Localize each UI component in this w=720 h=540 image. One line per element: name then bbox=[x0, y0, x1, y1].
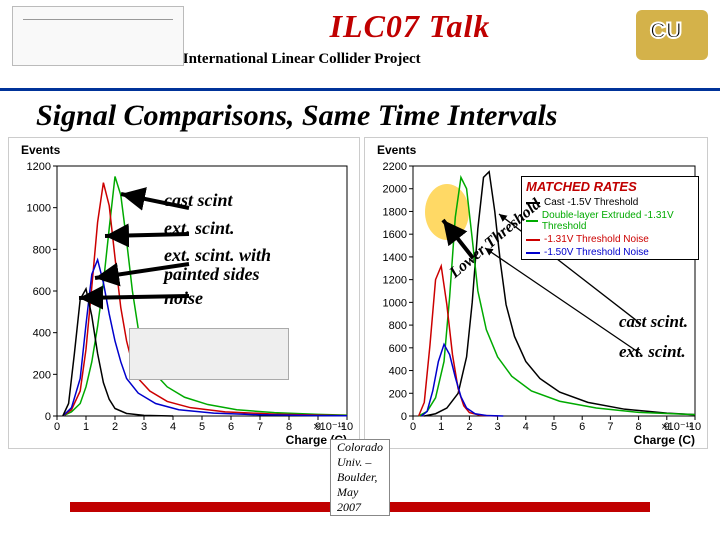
svg-text:×10⁻¹²: ×10⁻¹² bbox=[661, 421, 693, 433]
svg-text:1000: 1000 bbox=[383, 297, 407, 309]
svg-text:4: 4 bbox=[170, 421, 176, 433]
svg-text:1: 1 bbox=[83, 421, 89, 433]
svg-text:5: 5 bbox=[551, 421, 557, 433]
svg-text:1600: 1600 bbox=[383, 229, 407, 241]
left-chart-svg: 020040060080010001200012345678910EventsC… bbox=[9, 138, 359, 448]
legend-item: -1.50V Threshold Noise bbox=[522, 246, 698, 259]
legend-item: Cast -1.5V Threshold bbox=[522, 196, 698, 209]
svg-text:3: 3 bbox=[141, 421, 147, 433]
svg-text:0: 0 bbox=[45, 411, 51, 423]
svg-text:1200: 1200 bbox=[383, 275, 407, 287]
svg-text:2000: 2000 bbox=[383, 184, 407, 196]
svg-text:Charge (C): Charge (C) bbox=[634, 433, 695, 447]
svg-text:1: 1 bbox=[438, 421, 444, 433]
svg-text:800: 800 bbox=[389, 320, 407, 332]
svg-text:2200: 2200 bbox=[383, 161, 407, 173]
svg-text:Events: Events bbox=[377, 143, 417, 157]
svg-text:×10⁻¹²: ×10⁻¹² bbox=[313, 421, 345, 433]
cu-logo bbox=[636, 10, 708, 60]
legend-item: Double-layer Extruded -1.31V Threshold bbox=[522, 209, 698, 233]
svg-text:6: 6 bbox=[228, 421, 234, 433]
legend: MATCHED RATES Cast -1.5V ThresholdDouble… bbox=[521, 176, 699, 260]
svg-text:1200: 1200 bbox=[27, 161, 51, 173]
svg-text:8: 8 bbox=[286, 421, 292, 433]
svg-text:1800: 1800 bbox=[383, 206, 407, 218]
svg-text:1400: 1400 bbox=[383, 252, 407, 264]
svg-text:8: 8 bbox=[636, 421, 642, 433]
page-subtitle: The International Linear Collider Projec… bbox=[154, 51, 636, 68]
legend-item: -1.31V Threshold Noise bbox=[522, 233, 698, 246]
svg-text:200: 200 bbox=[33, 369, 51, 381]
svg-text:5: 5 bbox=[199, 421, 205, 433]
svg-text:400: 400 bbox=[33, 328, 51, 340]
footer-text: Colorado Univ. – Boulder, May 2007 bbox=[330, 439, 390, 516]
svg-text:1000: 1000 bbox=[27, 203, 51, 215]
svg-text:600: 600 bbox=[33, 286, 51, 298]
svg-text:2: 2 bbox=[112, 421, 118, 433]
svg-text:4: 4 bbox=[523, 421, 529, 433]
page-title: ILC07 Talk bbox=[184, 8, 636, 45]
svg-text:0: 0 bbox=[410, 421, 416, 433]
right-chart: 0 200 400 600 800 1000 1200 1400 1600 1800 2000 220… bbox=[364, 137, 708, 449]
svg-text:0: 0 bbox=[401, 411, 407, 423]
svg-text:7: 7 bbox=[607, 421, 613, 433]
svg-text:3: 3 bbox=[495, 421, 501, 433]
svg-text:400: 400 bbox=[389, 366, 407, 378]
svg-text:0: 0 bbox=[54, 421, 60, 433]
svg-text:2: 2 bbox=[466, 421, 472, 433]
svg-text:7: 7 bbox=[257, 421, 263, 433]
svg-text:Events: Events bbox=[21, 143, 61, 157]
svg-text:600: 600 bbox=[389, 343, 407, 355]
charts-row: 020040060080010001200012345678910EventsC… bbox=[0, 137, 720, 449]
legend-title: MATCHED RATES bbox=[522, 177, 698, 196]
svg-text:800: 800 bbox=[33, 244, 51, 256]
section-title: Signal Comparisons, Same Time Intervals bbox=[36, 99, 720, 133]
stats-box bbox=[129, 328, 289, 380]
left-chart: 020040060080010001200012345678910EventsC… bbox=[8, 137, 360, 449]
ilc-diagram-logo bbox=[12, 6, 184, 66]
header: ILC07 Talk The International Linear Coll… bbox=[0, 0, 720, 91]
svg-text:200: 200 bbox=[389, 388, 407, 400]
svg-text:6: 6 bbox=[579, 421, 585, 433]
